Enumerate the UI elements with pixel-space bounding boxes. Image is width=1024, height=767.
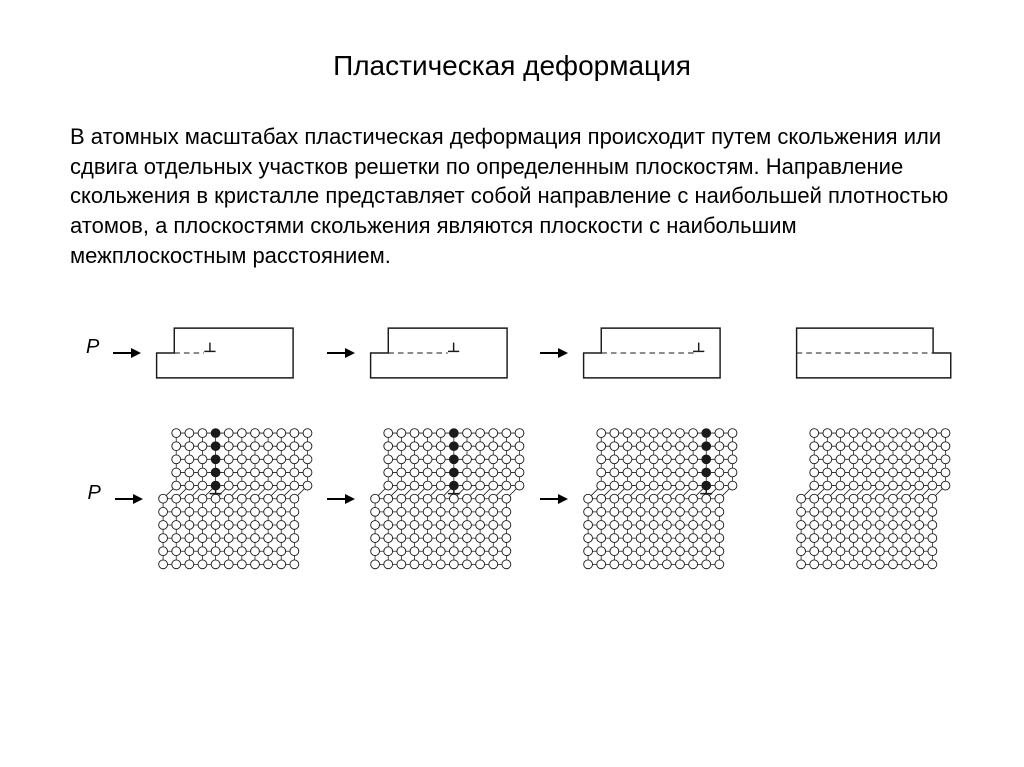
block-stage-2 [369,320,526,386]
block-stage-4 [795,320,952,386]
lattice-stage-3 [582,414,739,583]
lattice-diagram-row: P [72,414,952,583]
slide-body-text: В атомных масштабах пластическая деформа… [70,122,954,270]
block-stage-3 [582,320,739,386]
arrow-icon [327,494,355,504]
force-label-1: P [72,336,99,359]
lattice-stage-4 [795,414,952,583]
arrow-icon [540,348,568,358]
arrow-icon [115,494,143,504]
arrow-icon [327,348,355,358]
lattice-stage-1 [157,414,314,583]
diagrams: P P [72,320,952,583]
arrow-icon [540,494,568,504]
slide: Пластическая деформация В атомных масшта… [0,0,1024,767]
slide-title: Пластическая деформация [70,50,954,82]
force-label-2: P [72,482,101,505]
lattice-stage-2 [369,414,526,583]
arrow-icon [113,348,141,358]
block-diagram-row: P [72,320,952,386]
block-stage-1 [155,320,312,386]
